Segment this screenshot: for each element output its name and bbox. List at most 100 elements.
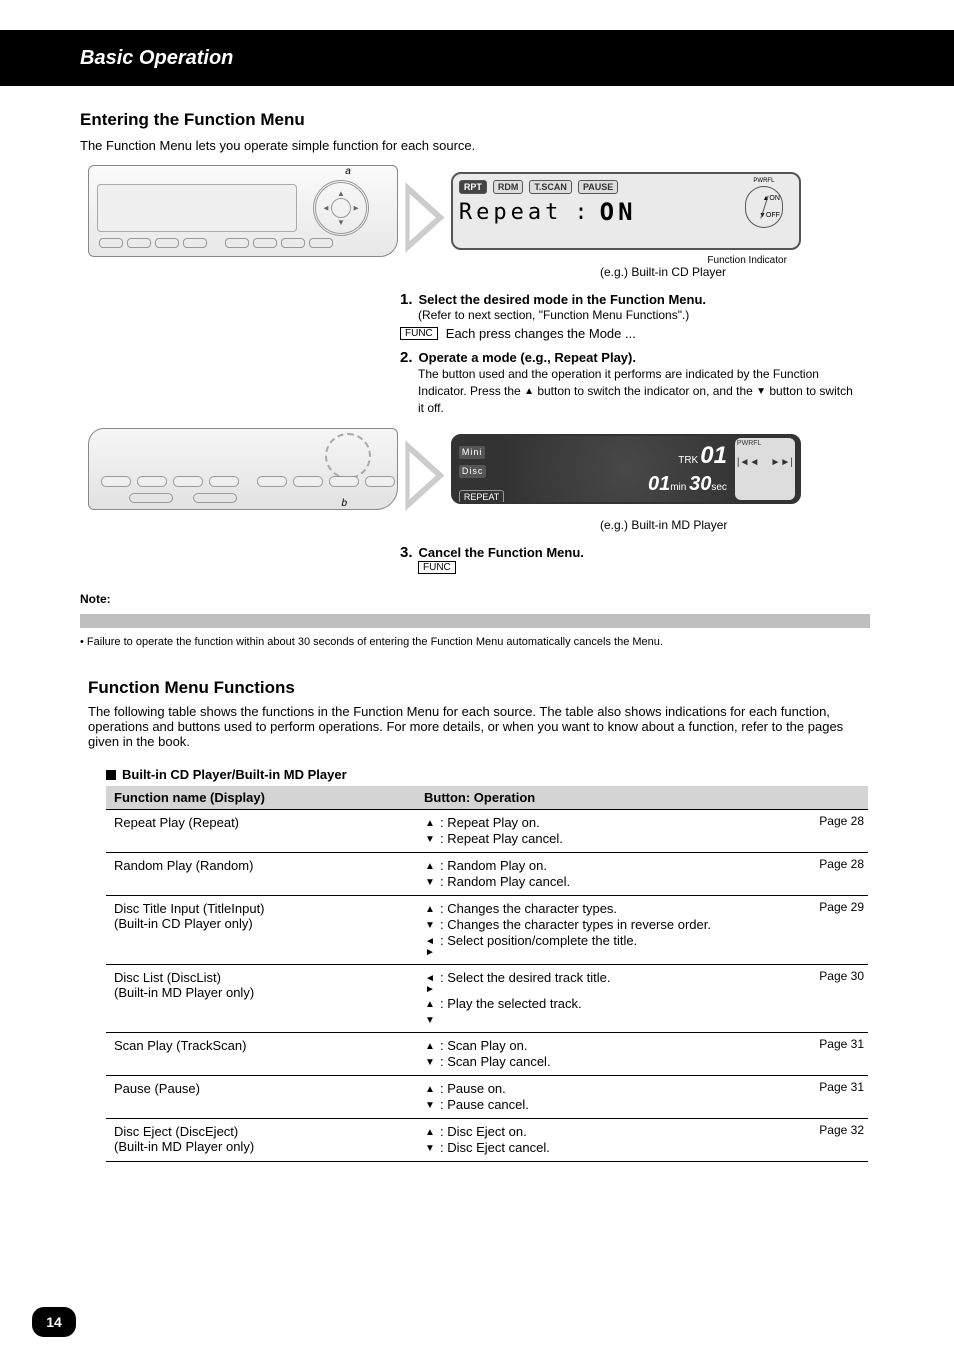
display1-caption: (e.g.) Built-in CD Player: [600, 265, 954, 279]
down-triangle-icon: ▼: [756, 385, 766, 399]
nav-right-icon: ►: [352, 204, 360, 213]
device-lcd: [97, 184, 297, 232]
readout-sep: :: [574, 200, 591, 225]
triangle-icon: ▲: [424, 818, 436, 829]
operation-text: : Changes the character types.: [440, 901, 617, 916]
function-menu-table: Function name (Display) Button: Operatio…: [106, 786, 868, 1162]
operation-text: : Repeat Play cancel.: [440, 831, 563, 846]
operation-cell: ▲: Disc Eject on.▼: Disc Eject cancel.Pa…: [416, 1119, 868, 1162]
note-label: Note:: [80, 592, 954, 606]
diagram-row-2: b ▷ Mini Disc REPEAT TRK 01 01min 30sec …: [88, 428, 954, 510]
page-ref: Page 28: [819, 814, 864, 828]
knob-icon: [325, 433, 371, 479]
triangle-icon: ▼: [424, 1057, 436, 1068]
operation-cell: ▲: Changes the character types.▼: Change…: [416, 896, 868, 965]
readout-value: ON: [600, 198, 637, 226]
note-text: • Failure to operate the function within…: [80, 636, 954, 648]
chevron-icon: ▷: [406, 161, 443, 262]
function-indicator-label: Function Indicator: [707, 255, 787, 266]
section2-title: Function Menu Functions: [88, 678, 954, 698]
page-header: Basic Operation: [0, 30, 954, 86]
power-cluster-2: PWRFL |◄◄ ►►|: [735, 438, 795, 500]
display-panel-2: Mini Disc REPEAT TRK 01 01min 30sec PWRF…: [451, 434, 801, 504]
diagram-row-1: a ▲ ▼ ◄ ► ▷ RPT RDM T.SCAN PAUSE: [88, 165, 954, 257]
trk-number: 01: [700, 442, 727, 470]
callout-a: a: [339, 166, 357, 180]
up-triangle-icon: ▲: [524, 385, 534, 399]
operation-cell: ◄ ► : Select the desired track title. ▲ : P…: [416, 965, 868, 1033]
step-3: 3.Cancel the Function Menu. FUNC: [400, 544, 860, 574]
func-badge: FUNC: [400, 327, 438, 340]
operation-text: : Pause cancel.: [440, 1097, 529, 1112]
page-ref: Page 28: [819, 857, 864, 871]
time-readout: 01min 30sec: [648, 473, 727, 496]
operation-text: : Scan Play on.: [440, 1038, 527, 1053]
operation-cell: ▲: Random Play on.▼: Random Play cancel.…: [416, 853, 868, 896]
table-row: Scan Play (TrackScan)▲: Scan Play on.▼: …: [106, 1033, 868, 1076]
table-row: Repeat Play (Repeat)▲: Repeat Play on.▼:…: [106, 810, 868, 853]
function-name-cell: Disc Eject (DiscEject) (Built-in MD Play…: [106, 1119, 416, 1162]
operation-text: : Select position/complete the title.: [440, 933, 637, 948]
device-illustration-2: b: [88, 428, 398, 510]
page-ref: Page 31: [819, 1037, 864, 1051]
function-name-cell: Repeat Play (Repeat): [106, 810, 416, 853]
triangle-icon: ▲: [424, 999, 436, 1010]
nav-pad-icon: ▲ ▼ ◄ ►: [313, 180, 369, 236]
device-illustration-1: a ▲ ▼ ◄ ►: [88, 165, 398, 257]
mode-tab-tscan: T.SCAN: [529, 180, 572, 194]
mode-tab-rdm: RDM: [493, 180, 524, 194]
page-ref: Page 30: [819, 969, 864, 983]
function-name-cell: Disc Title Input (TitleInput) (Built-in …: [106, 896, 416, 965]
operation-text: : Random Play on.: [440, 858, 547, 873]
callout-b: b: [341, 498, 347, 509]
triangle-icon: ▼: [424, 920, 436, 931]
step-2: 2.Operate a mode (e.g., Repeat Play). Th…: [400, 349, 860, 416]
triangle-icon: ▼: [424, 834, 436, 845]
repeat-label: REPEAT: [459, 490, 504, 504]
header-title: Basic Operation: [80, 47, 233, 70]
function-name-cell: Scan Play (TrackScan): [106, 1033, 416, 1076]
display-panel-1: RPT RDM T.SCAN PAUSE Repeat : ON PWRFL ▲…: [451, 172, 801, 250]
operation-cell: ▲: Repeat Play on.▼: Repeat Play cancel.…: [416, 810, 868, 853]
triangle-icon: ▲: [424, 904, 436, 915]
nav-left-icon: ◄: [322, 204, 330, 213]
triangle-icon: ◄ ►: [424, 936, 436, 958]
page-number: 14: [32, 1307, 76, 1337]
operation-text: : Disc Eject on.: [440, 1124, 527, 1139]
table-row: Pause (Pause)▲: Pause on.▼: Pause cancel…: [106, 1076, 868, 1119]
device-buttons: [99, 238, 333, 248]
function-name-cell: Pause (Pause): [106, 1076, 416, 1119]
triangle-icon: ▲: [424, 861, 436, 872]
triangle-icon: ▲: [424, 1084, 436, 1095]
trk-label: TRK: [678, 455, 698, 466]
note-bar: [80, 614, 870, 628]
display2-caption: (e.g.) Built-in MD Player: [600, 518, 954, 532]
mode-tab-rpt: RPT: [459, 180, 487, 194]
pwrfl-label: PWRFL: [735, 178, 793, 184]
triangle-icon: ▼: [424, 877, 436, 888]
operation-cell: ▲: Pause on.▼: Pause cancel.Page 31: [416, 1076, 868, 1119]
table-head-left: Function name (Display): [106, 786, 416, 810]
mode-tab-pause: PAUSE: [578, 180, 618, 194]
triangle-icon: ▲: [424, 1041, 436, 1052]
section-title: Entering the Function Menu: [80, 110, 954, 130]
chevron-icon: ▷: [406, 419, 443, 520]
operation-text: : Disc Eject cancel.: [440, 1140, 550, 1155]
operation-cell: ▲: Scan Play on.▼: Scan Play cancel.Page…: [416, 1033, 868, 1076]
square-bullet-icon: [106, 770, 116, 780]
page-ref: Page 29: [819, 900, 864, 914]
operation-text: : Select the desired track title.: [440, 970, 611, 985]
menu-intro: Built-in CD Player/Built-in MD Player: [106, 767, 954, 782]
table-row: Disc List (DiscList) (Built-in MD Player…: [106, 965, 868, 1033]
triangle-icon: ▲: [424, 1127, 436, 1138]
mini-label: Mini: [459, 446, 486, 459]
func-badge: FUNC: [418, 561, 456, 574]
operation-text: : Pause on.: [440, 1081, 506, 1096]
table-head-right: Button: Operation: [416, 786, 868, 810]
skip-fwd-icon: ►►|: [771, 457, 793, 468]
readout-label: Repeat: [459, 200, 562, 225]
operation-text: : Play the selected track.: [440, 996, 582, 1011]
table-row: Disc Title Input (TitleInput) (Built-in …: [106, 896, 868, 965]
skip-back-icon: |◄◄: [737, 457, 759, 468]
triangle-icon: ◄ ►: [424, 973, 436, 995]
